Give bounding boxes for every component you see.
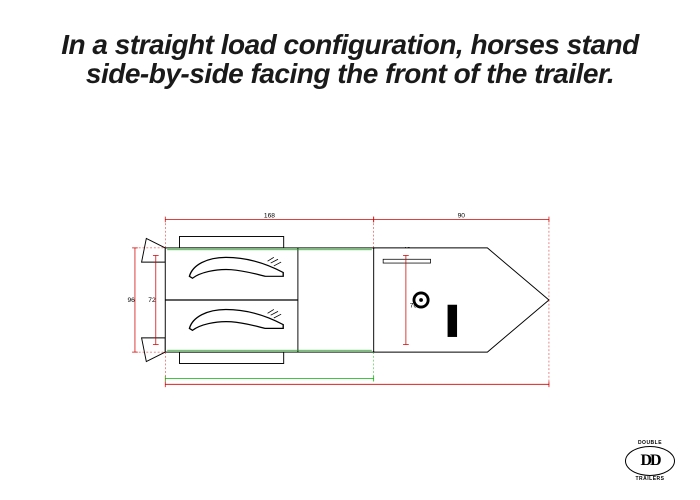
brand-logo: DOUBLE DD TRAILERS — [620, 440, 680, 480]
logo-ring: DD — [625, 446, 675, 476]
trailer-diagram: 16890743648967270 — [120, 210, 580, 390]
logo-top-text: DOUBLE — [620, 440, 680, 446]
svg-text:96: 96 — [127, 297, 135, 304]
svg-text:72: 72 — [148, 297, 156, 304]
svg-text:90: 90 — [458, 213, 466, 220]
svg-text:70: 70 — [410, 303, 418, 310]
svg-text:168: 168 — [264, 213, 275, 220]
logo-dd: DD — [640, 453, 659, 469]
trailer-svg: 16890743648967270 — [120, 210, 580, 390]
logo-bottom-text: TRAILERS — [620, 476, 680, 482]
page-heading: In a straight load configuration, horses… — [0, 0, 700, 99]
